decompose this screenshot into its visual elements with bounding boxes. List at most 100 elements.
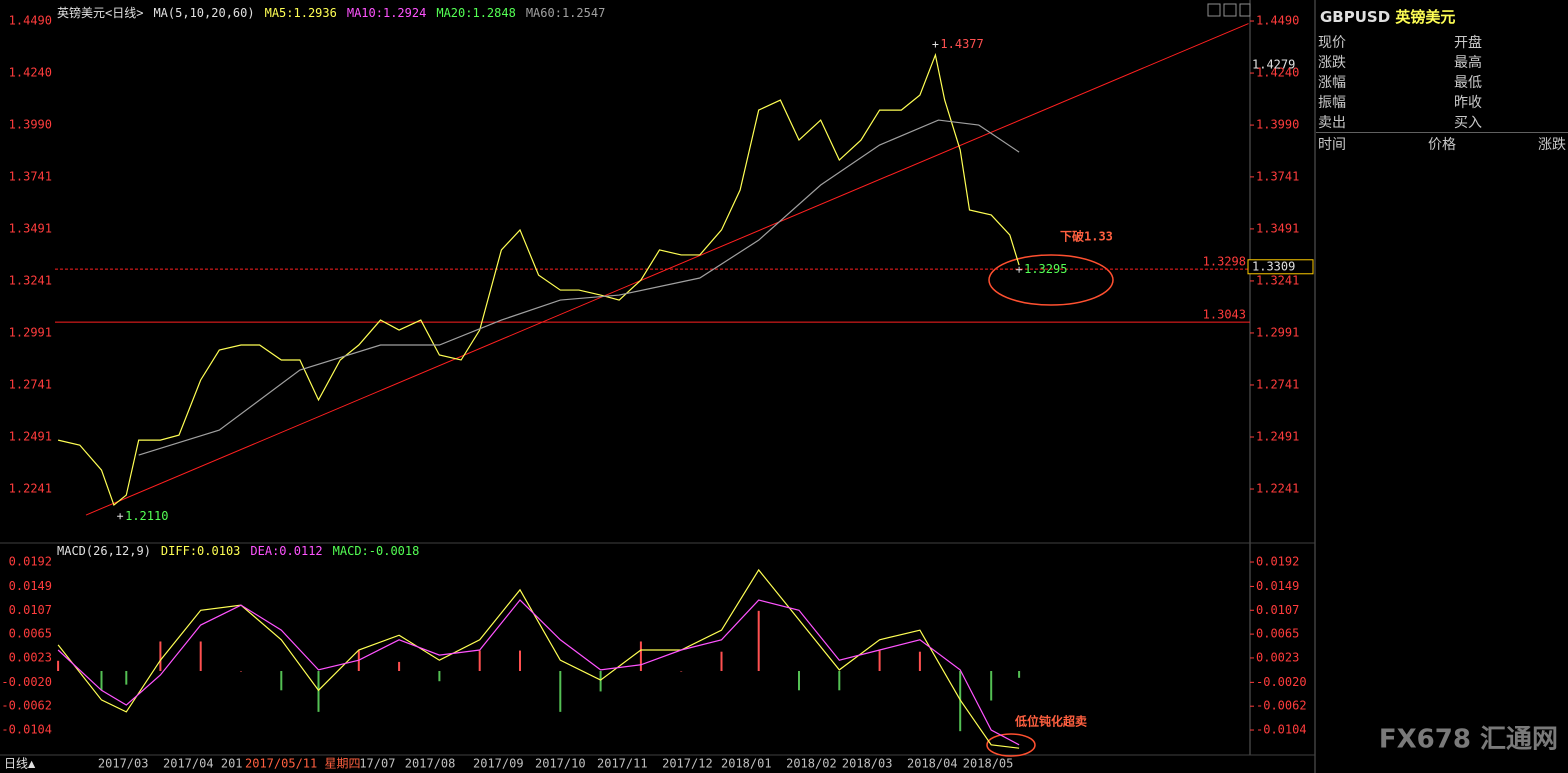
- separator: [1316, 132, 1568, 133]
- y-tick-label: 1.2741: [9, 377, 52, 391]
- y-tick-label: 1.4240: [9, 66, 52, 80]
- column-header: 时间: [1318, 137, 1346, 153]
- window-button[interactable]: [1223, 3, 1237, 17]
- y-tick-label: 0.0065: [9, 627, 52, 641]
- quote-panel: GBPUSD 英镑美元 现价 开盘 涨跌 最高 涨幅 最低 振幅 昨收 卖出 买入 时间 价格 涨跌: [1316, 0, 1568, 773]
- y-tick-label: 0.0149: [9, 579, 52, 593]
- extreme-marker: [1016, 266, 1023, 273]
- extreme-label: 1.2110: [125, 509, 168, 523]
- y-tick-label: -0.0062: [1256, 699, 1307, 713]
- y-tick-label: 0.0065: [1256, 627, 1299, 641]
- x-tick-label: 2017/08: [405, 757, 456, 771]
- macd-bar: [838, 671, 841, 691]
- y-tick-label: 0.0149: [1256, 579, 1299, 593]
- x-tick-label: 201: [221, 757, 243, 771]
- column-header: 涨跌: [1538, 137, 1566, 153]
- chart-title: 英镑美元<日线>: [57, 6, 144, 20]
- level-label: 1.3298: [1203, 255, 1246, 269]
- macd-bar: [680, 671, 683, 672]
- macd-readout: DIFF:0.0103: [160, 544, 241, 558]
- y-tick-label: 0.0023: [1256, 650, 1299, 664]
- ma-readout: MA10:1.2924: [346, 6, 427, 20]
- y-tick-label: 0.0107: [1256, 603, 1299, 617]
- y-tick-label: -0.0104: [1, 723, 52, 737]
- y-tick-label: 1.2241: [9, 482, 52, 496]
- y-tick-label: 1.3990: [9, 118, 52, 132]
- y-tick-label: -0.0020: [1256, 675, 1307, 689]
- x-tick-label: 2017/03: [98, 757, 149, 771]
- y-tick-label: 1.2241: [1256, 482, 1299, 496]
- y-tick-label: 1.4240: [1256, 66, 1299, 80]
- level-label: 1.3043: [1203, 308, 1246, 322]
- y-tick-label: 1.3491: [1256, 221, 1299, 235]
- y-tick-label: 1.2491: [9, 429, 52, 443]
- y-tick-label: -0.0062: [1, 699, 52, 713]
- x-tick-label: 2017/12: [662, 757, 713, 771]
- indicator-name: MACD(26,12,9): [57, 544, 151, 558]
- macd-bar: [159, 641, 162, 671]
- macd-bar: [639, 641, 642, 671]
- macd-bar: [240, 671, 242, 672]
- y-tick-label: 1.3741: [9, 169, 52, 183]
- extreme-label: 1.4377: [940, 37, 983, 51]
- macd-bar: [478, 650, 481, 671]
- symbol-name: 英镑美元: [1395, 8, 1456, 26]
- x-tick-label: 2017/04: [163, 757, 214, 771]
- symbol: GBPUSD: [1320, 8, 1391, 26]
- quote-label: 开盘: [1454, 35, 1482, 51]
- quote-row: 振幅 昨收: [1318, 92, 1568, 112]
- y-tick-label: -0.0020: [1, 675, 52, 689]
- y-tick-label: 0.0192: [9, 555, 52, 569]
- price-box: [1247, 259, 1314, 275]
- macd-bar: [57, 660, 60, 671]
- price-mark-label: 1.3309: [1252, 259, 1295, 273]
- quote-title: GBPUSD 英镑美元: [1320, 6, 1455, 27]
- y-tick-label: 1.3990: [1256, 118, 1299, 132]
- y-tick-label: 1.2991: [1256, 325, 1299, 339]
- x-tick-label: 2018/03: [842, 757, 893, 771]
- readouts: DIFF:0.0103 DEA:0.0112 MACD:-0.0018: [161, 544, 429, 558]
- y-tick-label: 1.4490: [1256, 14, 1299, 28]
- extreme-label: 1.3295: [1024, 262, 1067, 276]
- quote-label: 卖出: [1318, 115, 1346, 131]
- quote-row: 涨跌 最高: [1318, 52, 1568, 72]
- x-tick-label: 2018/04: [907, 757, 958, 771]
- ma-readout: MA60:1.2547: [525, 6, 606, 20]
- quote-label: 涨幅: [1318, 75, 1346, 91]
- extreme-marker: [117, 513, 124, 520]
- macd-bar: [199, 641, 202, 671]
- y-tick-label: 1.3741: [1256, 169, 1299, 183]
- annotation: 下破1.33: [1060, 229, 1113, 244]
- ma-readout: MA20:1.2848: [436, 6, 516, 20]
- macd-bar: [798, 671, 800, 691]
- extreme-marker: [932, 41, 939, 48]
- window-button[interactable]: [1239, 3, 1251, 17]
- macd-bar: [878, 650, 881, 671]
- y-tick-label: 0.0023: [9, 650, 52, 664]
- macd-readout: DEA:0.0112: [250, 544, 323, 558]
- macd-bar: [990, 671, 993, 701]
- quote-row: 现价 开盘: [1318, 32, 1568, 52]
- y-tick-label: -0.0104: [1256, 723, 1307, 737]
- macd-readout: MACD:-0.0018: [332, 544, 420, 558]
- y-tick-label: 1.3241: [9, 273, 52, 287]
- quote-row: 卖出 买入: [1318, 112, 1568, 132]
- macd-bar: [559, 671, 562, 712]
- watermark: FX678 汇通网: [1379, 725, 1558, 755]
- x-tick-label: 2018/01: [721, 757, 772, 771]
- highlight-ellipse: [988, 254, 1114, 306]
- cursor-date: 2017/05/11 星期四: [245, 757, 360, 771]
- column-header: 价格: [1428, 137, 1456, 153]
- window-button[interactable]: [1207, 3, 1221, 17]
- y-tick-label: 1.2491: [1256, 429, 1299, 443]
- period-button[interactable]: 日线▲: [4, 757, 36, 771]
- macd-bar: [599, 671, 602, 692]
- macd-bar: [1018, 671, 1021, 678]
- x-tick-label: 2017/11: [597, 757, 648, 771]
- y-tick-label: 0.0192: [1256, 555, 1299, 569]
- macd-bar: [317, 671, 320, 712]
- quote-label: 买入: [1454, 115, 1482, 131]
- macd-header: MACD(26,12,9) DIFF:0.0103 DEA:0.0112 MACD:-…: [57, 544, 439, 558]
- trend-line: [85, 23, 1249, 516]
